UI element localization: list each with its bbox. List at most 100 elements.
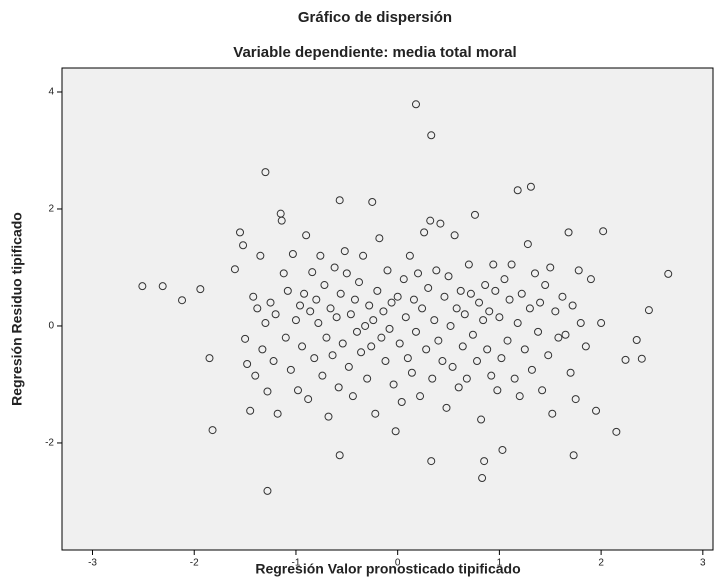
point [464, 260, 473, 269]
point [361, 321, 370, 330]
plot-area [61, 67, 714, 551]
point [468, 330, 477, 339]
point [205, 354, 214, 363]
x-tick-label: 3 [700, 558, 706, 569]
x-tick-label: -1 [292, 558, 301, 569]
point [436, 219, 445, 228]
point [430, 316, 439, 325]
point [365, 301, 374, 310]
point [328, 351, 337, 360]
point [507, 260, 516, 269]
point [444, 272, 453, 281]
y-tick-label: 4 [48, 87, 54, 98]
point [564, 228, 573, 237]
point [569, 451, 578, 460]
point [411, 100, 420, 109]
point [371, 409, 380, 418]
chart-subtitle: Variable dependiente: media total moral [233, 44, 516, 61]
point [377, 333, 386, 342]
point [335, 196, 344, 205]
point [541, 281, 550, 290]
point [363, 374, 372, 383]
point [261, 319, 270, 328]
point [306, 307, 315, 316]
point [513, 319, 522, 328]
point [324, 412, 333, 421]
point [256, 251, 265, 260]
point [592, 406, 601, 415]
point [367, 342, 376, 351]
point [551, 307, 560, 316]
point [387, 298, 396, 307]
point [263, 486, 272, 495]
point [271, 310, 280, 319]
point [485, 307, 494, 316]
point [456, 286, 465, 295]
point [243, 359, 252, 368]
point [277, 216, 286, 225]
point [479, 316, 488, 325]
point [208, 426, 217, 435]
point [497, 354, 506, 363]
point [251, 371, 260, 380]
point [326, 304, 335, 313]
point [249, 292, 258, 301]
point [495, 313, 504, 322]
point [513, 186, 522, 195]
point [138, 282, 147, 291]
point [178, 296, 187, 305]
point [434, 336, 443, 345]
chart-title: Gráfico de dispersión [298, 9, 452, 26]
point [454, 383, 463, 392]
y-axis-label: Regresión Residuo tipificado [9, 212, 25, 406]
point [530, 269, 539, 278]
point [448, 362, 457, 371]
point [368, 197, 377, 206]
point [427, 131, 436, 140]
point [561, 330, 570, 339]
point [612, 427, 621, 436]
point [481, 281, 490, 290]
point [373, 286, 382, 295]
point [473, 357, 482, 366]
point [393, 292, 402, 301]
point [475, 298, 484, 307]
point [369, 316, 378, 325]
point [503, 336, 512, 345]
point [460, 310, 469, 319]
y-tick-label: -2 [45, 438, 54, 449]
point [332, 313, 341, 322]
point [335, 451, 344, 460]
point [283, 286, 292, 295]
point [418, 304, 427, 313]
point [576, 319, 585, 328]
point [544, 351, 553, 360]
point [644, 306, 653, 315]
point [316, 251, 325, 260]
y-tick-label: 0 [48, 321, 54, 332]
point [281, 333, 290, 342]
point [158, 282, 167, 291]
point [395, 339, 404, 348]
point [286, 365, 295, 374]
point [246, 406, 255, 415]
point [338, 339, 347, 348]
point [477, 415, 486, 424]
point [409, 295, 418, 304]
x-tick-label: 0 [395, 558, 401, 569]
point [383, 266, 392, 275]
point [381, 357, 390, 366]
point [520, 345, 529, 354]
point [438, 357, 447, 366]
point [466, 289, 475, 298]
point [253, 304, 262, 313]
point [426, 216, 435, 225]
point [330, 263, 339, 272]
point [664, 269, 673, 278]
point [452, 304, 461, 313]
point [397, 398, 406, 407]
point [342, 269, 351, 278]
x-tick-label: 1 [497, 558, 503, 569]
point [420, 228, 429, 237]
point [302, 231, 311, 240]
